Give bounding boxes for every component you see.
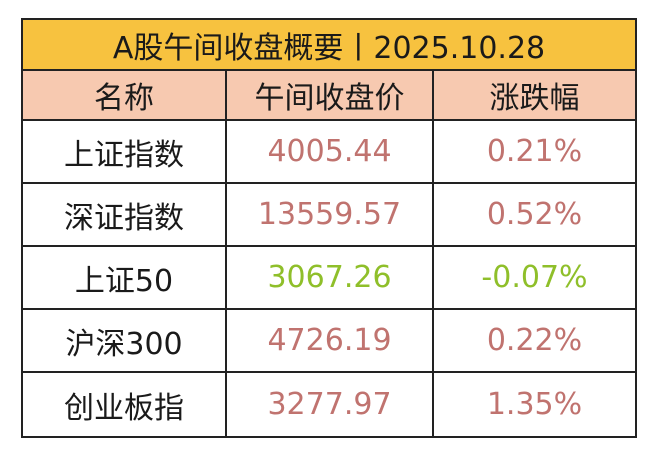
header-name: 名称 [23,71,227,119]
table-row: 深证指数 13559.57 0.52% [23,184,635,247]
table-row: 沪深300 4726.19 0.22% [23,310,635,373]
index-change: 0.21% [486,134,583,169]
index-change: 0.22% [486,323,583,358]
table-row: 上证50 3067.26 -0.07% [23,247,635,310]
index-price: 3067.26 [227,247,434,308]
index-change: 1.35% [486,387,583,422]
index-name: 深证指数 [23,184,227,245]
table-row: 创业板指 3277.97 1.35% [23,373,635,436]
header-row: 名称 午间收盘价 涨跌幅 [23,71,635,121]
index-name: 创业板指 [23,373,227,436]
index-change: 0.52% [486,197,583,232]
table-title: A股午间收盘概要丨2025.10.28 [23,20,635,71]
index-change: -0.07% [481,260,588,295]
index-name: 沪深300 [23,310,227,371]
index-name: 上证指数 [23,121,227,182]
index-price: 3277.97 [227,373,434,436]
header-price: 午间收盘价 [227,71,434,119]
index-price: 4005.44 [227,121,434,182]
header-change: 涨跌幅 [489,81,580,116]
index-name: 上证50 [23,247,227,308]
table-row: 上证指数 4005.44 0.21% [23,121,635,184]
index-price: 4726.19 [227,310,434,371]
market-summary-table: A股午间收盘概要丨2025.10.28 名称 午间收盘价 涨跌幅 上证指数 40… [21,18,637,438]
index-price: 13559.57 [227,184,434,245]
